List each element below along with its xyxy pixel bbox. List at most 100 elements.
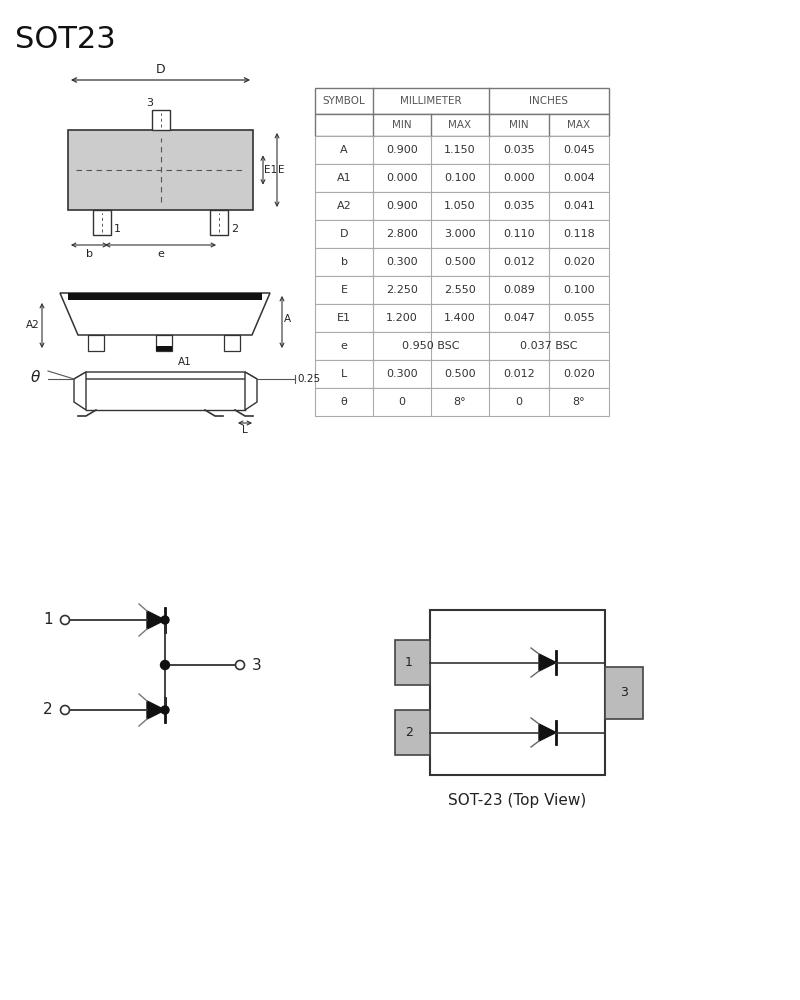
Bar (315, 114, 609, 136)
Bar (156, 335, 172, 351)
Polygon shape (539, 724, 556, 741)
Circle shape (161, 616, 169, 624)
Bar (395, 640, 430, 685)
Text: 1: 1 (114, 224, 121, 234)
Text: 0.020: 0.020 (563, 369, 595, 379)
Text: 2: 2 (405, 726, 413, 739)
Text: 0.110: 0.110 (503, 229, 535, 239)
Text: e: e (341, 341, 347, 351)
Bar (395, 710, 430, 755)
Text: 0.035: 0.035 (503, 145, 535, 155)
Text: 0.041: 0.041 (563, 201, 595, 211)
Text: SOT-23 (Top View): SOT-23 (Top View) (448, 793, 586, 808)
Text: 2: 2 (43, 702, 53, 718)
Text: 0.100: 0.100 (444, 173, 476, 183)
Text: 0.012: 0.012 (503, 257, 535, 267)
Text: 1.150: 1.150 (444, 145, 476, 155)
Text: SOT23: SOT23 (15, 25, 116, 54)
Polygon shape (74, 372, 86, 410)
Bar (315, 192, 609, 220)
Polygon shape (60, 293, 270, 335)
Text: INCHES: INCHES (530, 96, 569, 106)
Text: E1: E1 (337, 313, 351, 323)
Bar (224, 335, 240, 351)
Text: A1: A1 (178, 357, 192, 367)
Text: 0.500: 0.500 (444, 369, 476, 379)
Text: MAX: MAX (449, 120, 471, 130)
Text: b: b (86, 249, 93, 259)
Polygon shape (147, 611, 165, 629)
Text: 8°: 8° (454, 397, 466, 407)
Text: E: E (278, 165, 285, 175)
Text: 0.004: 0.004 (563, 173, 595, 183)
Text: 1: 1 (43, 612, 53, 628)
Text: 0.037 BSC: 0.037 BSC (520, 341, 578, 351)
Text: 0.500: 0.500 (444, 257, 476, 267)
Text: 3: 3 (252, 658, 262, 672)
Bar (315, 276, 609, 304)
Text: D: D (340, 229, 348, 239)
Bar (93, 210, 111, 235)
Bar (88, 335, 104, 351)
Text: A: A (340, 145, 348, 155)
Text: SYMBOL: SYMBOL (322, 96, 366, 106)
Text: b: b (341, 257, 347, 267)
Bar (315, 88, 609, 114)
Text: $\theta$: $\theta$ (30, 369, 41, 385)
Text: 0.300: 0.300 (386, 257, 418, 267)
Text: 0.020: 0.020 (563, 257, 595, 267)
Text: A2: A2 (337, 201, 351, 211)
Text: 1: 1 (405, 656, 413, 669)
Circle shape (161, 706, 169, 714)
Bar (315, 136, 609, 164)
Text: 0.012: 0.012 (503, 369, 535, 379)
Bar (315, 388, 609, 416)
Circle shape (161, 660, 170, 670)
Circle shape (61, 615, 70, 624)
Polygon shape (147, 701, 165, 719)
Text: 0.055: 0.055 (563, 313, 595, 323)
Text: 0.900: 0.900 (386, 201, 418, 211)
Text: 0.100: 0.100 (563, 285, 595, 295)
Text: 0.089: 0.089 (503, 285, 535, 295)
Bar (315, 360, 609, 388)
Text: 0.000: 0.000 (503, 173, 535, 183)
Polygon shape (539, 654, 556, 671)
Text: 1.050: 1.050 (444, 201, 476, 211)
Bar (315, 164, 609, 192)
Bar (605, 666, 643, 718)
Text: 0.118: 0.118 (563, 229, 595, 239)
Text: L: L (242, 425, 248, 435)
Text: MAX: MAX (567, 120, 590, 130)
Text: 3: 3 (620, 686, 628, 699)
Text: A1: A1 (337, 173, 351, 183)
Text: L: L (341, 369, 347, 379)
Text: 8°: 8° (573, 397, 586, 407)
Text: 0.000: 0.000 (386, 173, 418, 183)
Text: 1.400: 1.400 (444, 313, 476, 323)
Text: 3: 3 (146, 98, 153, 108)
Text: θ: θ (341, 397, 347, 407)
Bar (156, 346, 172, 351)
Text: MIN: MIN (392, 120, 412, 130)
Polygon shape (245, 372, 257, 410)
Text: 2.800: 2.800 (386, 229, 418, 239)
Bar (151, 110, 170, 130)
Text: 0.900: 0.900 (386, 145, 418, 155)
Circle shape (235, 660, 245, 670)
Text: MILLIMETER: MILLIMETER (400, 96, 462, 106)
Polygon shape (74, 372, 257, 379)
Text: 0.045: 0.045 (563, 145, 595, 155)
Text: 2: 2 (231, 224, 238, 234)
Text: A: A (284, 314, 291, 324)
Bar (315, 332, 609, 360)
Bar (430, 610, 605, 775)
Text: A2: A2 (26, 320, 40, 330)
Text: 3.000: 3.000 (444, 229, 476, 239)
Bar (68, 130, 253, 210)
Text: 0: 0 (398, 397, 406, 407)
Text: 0: 0 (515, 397, 522, 407)
Bar (68, 293, 262, 300)
Text: 0.035: 0.035 (503, 201, 535, 211)
Text: MIN: MIN (509, 120, 529, 130)
